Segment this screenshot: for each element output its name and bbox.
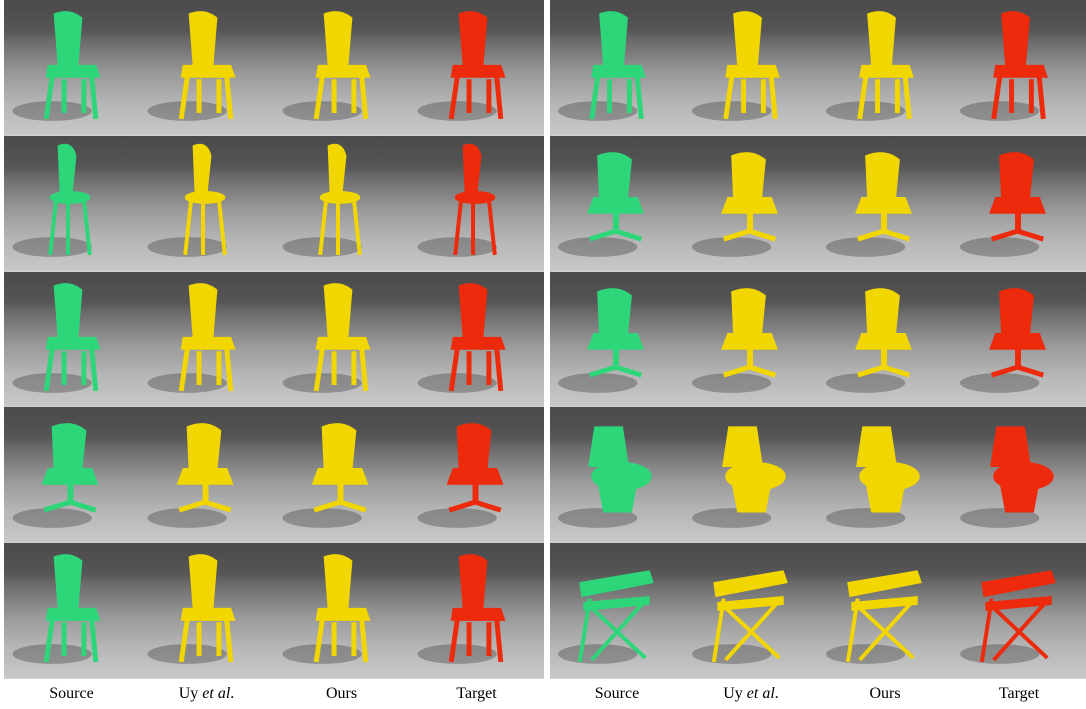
tall-back-chair-shape-icon	[147, 554, 236, 665]
left-armchair-target-render	[409, 0, 544, 136]
toilet-shape-icon	[558, 426, 652, 529]
tall-back-chair-shape-icon	[282, 554, 371, 665]
left-curved-chair-uy-et-al-render	[139, 271, 274, 408]
right-toilet-uy-et-al-render	[684, 407, 818, 544]
col-label-target: Target	[456, 685, 497, 702]
bar-stool-shape-icon	[417, 143, 497, 257]
armchair-shape-icon	[12, 11, 101, 121]
left-office-armchair-source-render	[4, 407, 139, 544]
bar-stool-shape-icon	[12, 143, 92, 257]
col-label-ours: Ours	[325, 685, 358, 702]
left-armchair-ours-render	[274, 0, 409, 136]
tall-back-chair-shape-icon	[12, 554, 101, 665]
armchair-shape-icon	[147, 11, 236, 121]
left-tall-back-chair-target-render	[409, 543, 544, 679]
right-toilet-ours-render	[818, 407, 952, 544]
right-swivel-chair-uy-et-al-render	[684, 271, 818, 408]
toilet-shape-icon	[826, 426, 920, 529]
right-side-chair-source-render	[550, 0, 684, 136]
right-swivel-chair-source-render	[550, 271, 684, 408]
left-armchair-uy-et-al-render	[139, 0, 274, 136]
folding-chair-shape-icon	[558, 570, 654, 665]
left-bar-stool-ours-render	[274, 135, 409, 272]
bar-stool-shape-icon	[147, 143, 227, 257]
left-curved-chair-source-render	[4, 271, 139, 408]
left-bar-stool-uy-et-al-render	[139, 135, 274, 272]
folding-chair-shape-icon	[692, 570, 788, 665]
shape-grid-left	[4, 0, 544, 679]
right-side-chair-ours-render	[818, 0, 952, 136]
left-bar-stool-source-render	[4, 135, 139, 272]
right-executive-chair-source-render	[550, 135, 684, 272]
office-armchair-shape-icon	[147, 423, 234, 529]
col-label-source: Source	[49, 685, 94, 702]
toilet-shape-icon	[960, 426, 1054, 529]
executive-chair-shape-icon	[692, 151, 778, 257]
left-panel: Source Uy et al. Ours Target	[4, 0, 544, 702]
right-folding-chair-target-render	[952, 543, 1086, 679]
tall-back-chair-shape-icon	[417, 554, 506, 665]
executive-chair-shape-icon	[826, 151, 912, 257]
side-chair-shape-icon	[960, 11, 1048, 121]
left-tall-back-chair-ours-render	[274, 543, 409, 679]
left-office-armchair-ours-render	[274, 407, 409, 544]
swivel-chair-shape-icon	[826, 287, 912, 393]
executive-chair-shape-icon	[558, 151, 644, 257]
right-panel: Source Uy et al. Ours Target	[550, 0, 1086, 702]
bar-stool-shape-icon	[282, 143, 362, 257]
right-side-chair-target-render	[952, 0, 1086, 136]
left-bar-stool-target-render	[409, 135, 544, 272]
left-curved-chair-ours-render	[274, 271, 409, 408]
column-labels-right: Source Uy et al. Ours Target	[550, 684, 1086, 706]
right-folding-chair-source-render	[550, 543, 684, 679]
swivel-chair-shape-icon	[692, 287, 778, 393]
right-folding-chair-uy-et-al-render	[684, 543, 818, 679]
office-armchair-shape-icon	[282, 423, 369, 529]
curved-chair-shape-icon	[147, 282, 236, 393]
swivel-chair-shape-icon	[558, 287, 644, 393]
left-office-armchair-target-render	[409, 407, 544, 544]
left-curved-chair-target-render	[409, 271, 544, 408]
right-executive-chair-ours-render	[818, 135, 952, 272]
left-office-armchair-uy-et-al-render	[139, 407, 274, 544]
armchair-shape-icon	[282, 11, 371, 121]
shape-grid-right	[550, 0, 1086, 679]
side-chair-shape-icon	[692, 11, 780, 121]
right-side-chair-uy-et-al-render	[684, 0, 818, 136]
right-toilet-source-render	[550, 407, 684, 544]
office-armchair-shape-icon	[12, 423, 99, 529]
curved-chair-shape-icon	[12, 282, 101, 393]
folding-chair-shape-icon	[826, 570, 922, 665]
curved-chair-shape-icon	[417, 282, 506, 393]
armchair-shape-icon	[417, 11, 506, 121]
right-executive-chair-uy-et-al-render	[684, 135, 818, 272]
right-swivel-chair-ours-render	[818, 271, 952, 408]
folding-chair-shape-icon	[960, 570, 1056, 665]
office-armchair-shape-icon	[417, 423, 504, 529]
right-executive-chair-target-render	[952, 135, 1086, 272]
curved-chair-shape-icon	[282, 282, 371, 393]
executive-chair-shape-icon	[960, 151, 1046, 257]
swivel-chair-shape-icon	[960, 287, 1046, 393]
col-label-target: Target	[998, 685, 1040, 702]
toilet-shape-icon	[692, 426, 786, 529]
left-armchair-source-render	[4, 0, 139, 136]
col-label-source: Source	[594, 685, 640, 702]
right-folding-chair-ours-render	[818, 543, 952, 679]
right-swivel-chair-target-render	[952, 271, 1086, 408]
col-label-ours: Ours	[869, 685, 901, 702]
left-tall-back-chair-uy-et-al-render	[139, 543, 274, 679]
col-label-uy: Uy et al.	[178, 685, 235, 702]
left-tall-back-chair-source-render	[4, 543, 139, 679]
right-toilet-target-render	[952, 407, 1086, 544]
side-chair-shape-icon	[558, 11, 646, 121]
column-labels-left: Source Uy et al. Ours Target	[4, 684, 544, 706]
col-label-uy: Uy et al.	[723, 685, 779, 702]
side-chair-shape-icon	[826, 11, 914, 121]
